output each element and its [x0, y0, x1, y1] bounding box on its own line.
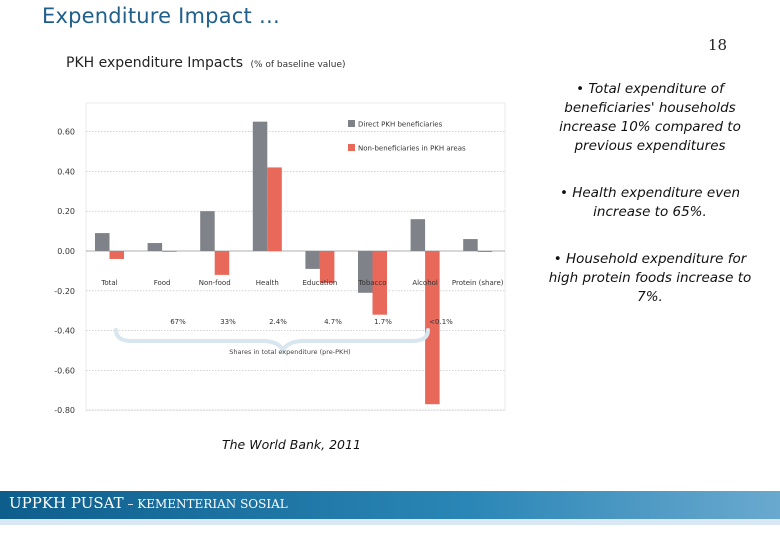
y-tick-label: 0.60 [57, 128, 75, 137]
source-citation: The World Bank, 2011 [222, 437, 361, 452]
bar [410, 219, 426, 251]
brace-caption: Shares in total expenditure (pre-PKH) [229, 348, 350, 356]
footer-text: UPPKH PUSAT – KEMENTERIAN SOSIAL [9, 494, 288, 512]
share-label: 1.7% [374, 318, 392, 326]
chart-heading: PKH expenditure Impacts (% of baseline v… [66, 55, 346, 71]
footer-rest: – KEMENTERIAN SOSIAL [123, 497, 288, 511]
y-tick-label: -0.40 [54, 327, 75, 336]
slide-title: Expenditure Impact … [42, 4, 281, 28]
bullet-symbol: • [553, 251, 562, 267]
share-label: 33% [220, 318, 236, 326]
y-tick-label: -0.60 [54, 366, 75, 375]
x-tick-label: Total [100, 279, 117, 287]
bar [425, 251, 440, 405]
chart-subtitle: (% of baseline value) [250, 60, 346, 70]
legend-label: Direct PKH beneficiaries [358, 121, 443, 129]
bullet-text: Household expenditure for high protein f… [548, 251, 752, 305]
bar [463, 239, 478, 251]
bar [95, 233, 110, 251]
footer-strip [0, 519, 780, 525]
x-tick-label: Alcohol [412, 279, 438, 287]
bar [147, 243, 163, 251]
legend-label: Non-beneficiaries in PKH areas [358, 145, 466, 153]
brace-shape [114, 328, 430, 355]
bullet-text: Health expenditure even increase to 65%. [572, 185, 741, 220]
x-tick-label: Education [302, 279, 337, 287]
footer-bar [0, 491, 780, 519]
share-label: 4.7% [324, 318, 342, 326]
x-tick-label: Protein (share) [452, 279, 504, 287]
bar [372, 251, 387, 315]
bar [319, 251, 335, 283]
bullet-item: • Household expenditure for high protein… [545, 250, 755, 307]
share-label: <0.1% [429, 318, 453, 326]
y-tick-label: -0.20 [54, 287, 75, 296]
bullet-item: • Total expenditure of beneficiaries' ho… [545, 80, 755, 156]
footer-main: UPPKH PUSAT [9, 494, 124, 512]
y-tick-label: 0.40 [57, 167, 75, 176]
page-number: 18 [708, 36, 728, 54]
bar [358, 251, 373, 293]
legend-swatch [348, 120, 355, 127]
y-tick-label: -0.80 [54, 406, 75, 415]
share-label: 67% [170, 318, 186, 326]
bullet-item: • Health expenditure even increase to 65… [545, 184, 755, 222]
bar [214, 251, 230, 275]
bar [252, 121, 268, 252]
bar [305, 251, 320, 269]
bullet-list: • Total expenditure of beneficiaries' ho… [545, 80, 755, 335]
bar [162, 251, 177, 252]
bullet-text: Total expenditure of beneficiaries' hous… [559, 81, 741, 154]
share-label: 2.4% [269, 318, 287, 326]
bar [477, 251, 493, 252]
y-tick-label: 0.20 [57, 207, 75, 216]
chart-title: PKH expenditure Impacts [66, 55, 243, 71]
x-tick-label: Tobacco [357, 279, 386, 287]
bullet-symbol: • [559, 185, 568, 201]
x-tick-label: Non-food [199, 279, 231, 287]
bar [267, 167, 282, 251]
x-tick-label: Health [256, 279, 279, 287]
x-tick-label: Food [154, 279, 171, 287]
y-tick-label: 0.00 [57, 247, 75, 256]
bar [109, 251, 124, 259]
legend-swatch [348, 144, 355, 151]
bar [200, 211, 215, 251]
bullet-symbol: • [576, 81, 585, 97]
